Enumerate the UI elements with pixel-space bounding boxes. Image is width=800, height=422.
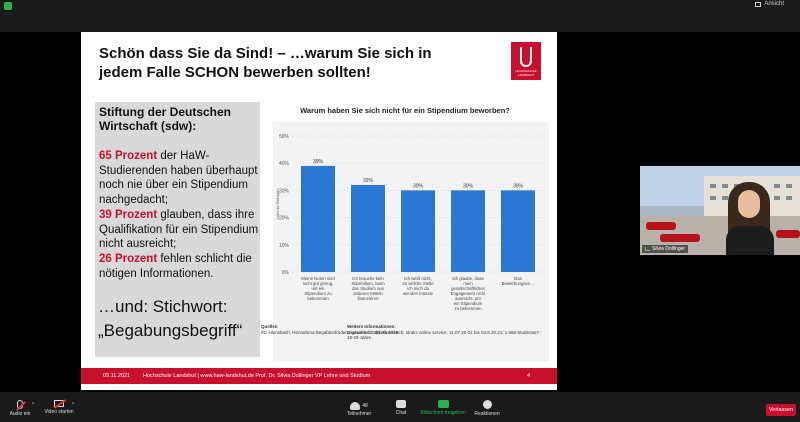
x-tick-label: Ich brauche kein Stipendium, kann das Stud… xyxy=(351,276,385,301)
bar-value-label: 30% xyxy=(513,183,524,189)
share-screen-button[interactable]: Bildschirm freigeben xyxy=(420,400,466,416)
video-label: Video starten xyxy=(44,409,74,415)
bar-chart: Warum haben Sie sich nicht für ein Stipe… xyxy=(261,102,549,362)
person-body xyxy=(726,226,774,255)
y-tick-label: 0% xyxy=(282,270,290,276)
source-note: Quellen IfD Allensbach; Hennebrna Begabt… xyxy=(261,324,398,335)
x-tick-label: Meine Noten sind nicht gut genug, um ein St… xyxy=(301,276,335,301)
bar-value-label: 39% xyxy=(313,159,324,165)
microphone-muted-icon xyxy=(17,400,23,409)
camera-off-icon xyxy=(54,400,64,407)
participant-video[interactable]: Silvia Dollinger xyxy=(640,166,800,255)
view-button[interactable]: Ansicht xyxy=(755,1,784,7)
x-tick-label: Ich glaube, dass mein gesellschaftliches En… xyxy=(451,276,486,311)
leave-button[interactable]: Verlassen xyxy=(766,404,796,416)
reactions-label: Reaktionen xyxy=(474,411,500,417)
stats-text: 65 Prozent der HaW-Studierenden haben üb… xyxy=(99,149,259,281)
participants-count: 48 xyxy=(362,402,368,409)
chat-label: Chat xyxy=(395,410,407,416)
stat-3-number: 26 Prozent xyxy=(99,252,158,265)
y-tick-label: 50% xyxy=(279,134,290,140)
y-axis-label: Anteil der Befragten xyxy=(276,188,280,219)
more-info-note: Weitere Informationen: Deutschland; IfD … xyxy=(347,324,547,341)
tagline: …und: Stichwort: „Begabungsbegriff“ xyxy=(98,297,243,340)
person-face xyxy=(738,190,760,218)
reactions-button[interactable]: Reaktionen xyxy=(474,400,500,417)
participants-button[interactable]: 48 Teilnehmer xyxy=(344,400,374,417)
bar xyxy=(501,190,535,272)
logo-text: HOCHSCHULE LANDSHUT xyxy=(515,69,537,77)
participant-name-tag: Silvia Dollinger xyxy=(642,245,689,253)
participants-icon xyxy=(350,401,361,410)
stats-panel: Stiftung der Deutschen Wirtschaft (sdw):… xyxy=(95,102,260,357)
x-tick-label: Das Bewerbungsve… xyxy=(502,276,535,286)
audio-button[interactable]: Audio ein xyxy=(8,400,32,417)
audio-label: Audio ein xyxy=(9,411,31,417)
chart-title: Warum haben Sie sich nicht für ein Stipe… xyxy=(300,106,510,115)
presentation-slide: Schön dass Sie da Sind! – …warum Sie sic… xyxy=(81,32,557,390)
footer-date: 09.11.2021 xyxy=(103,373,131,379)
source-label: Quellen xyxy=(261,324,278,329)
participant-name: Silvia Dollinger xyxy=(652,246,686,252)
participants-label: Teilnehmer xyxy=(346,411,372,417)
bar xyxy=(301,165,335,272)
share-label: Bildschirm freigeben xyxy=(420,410,466,416)
video-options-caret-icon[interactable]: ^ xyxy=(72,402,75,408)
bar-value-label: 32% xyxy=(363,178,374,184)
view-label: Ansicht xyxy=(764,1,784,7)
shield-icon xyxy=(4,2,12,10)
video-seat xyxy=(776,230,800,238)
slide-title: Schön dass Sie da Sind! – …warum Sie sic… xyxy=(99,45,432,81)
y-tick-label: 20% xyxy=(279,216,290,222)
stat-2-text: glauben, dass ihre Qualifikation für ein… xyxy=(99,208,259,251)
bar xyxy=(351,184,385,272)
more-text: Deutschland; IfD Allensbach; straks onli… xyxy=(347,329,541,341)
bar-value-label: 30% xyxy=(463,183,474,189)
audio-options-caret-icon[interactable]: ^ xyxy=(32,402,35,408)
source-text: IfD Allensbach; Hennebrna Begabtenförder… xyxy=(261,329,399,335)
reactions-icon xyxy=(482,400,492,409)
chat-button[interactable]: Chat xyxy=(392,400,410,416)
slide-footer: 09.11.2021 Hochschule Landshut | www.haw… xyxy=(81,368,557,384)
bar-value-label: 30% xyxy=(413,183,424,189)
video-seat xyxy=(660,234,700,242)
y-tick-label: 40% xyxy=(279,161,290,167)
bar xyxy=(451,190,485,272)
top-bar: Ansicht xyxy=(0,0,800,12)
footer-page-number: 4 xyxy=(527,373,531,379)
x-tick-label: Ich weiß nicht, an welche Stelle ich mich … xyxy=(402,276,434,296)
meeting-toolbar: Audio ein ^ Video starten ^ 48 Teilnehme… xyxy=(0,398,800,422)
video-button[interactable]: Video starten xyxy=(44,400,74,415)
stat-2-number: 39 Prozent xyxy=(99,208,158,221)
bar xyxy=(401,190,435,272)
signal-icon xyxy=(645,247,650,251)
share-screen-icon xyxy=(437,400,449,408)
chat-icon xyxy=(396,400,406,408)
y-tick-label: 10% xyxy=(279,243,290,249)
footer-org: Hochschule Landshut | www.haw-landshut.d… xyxy=(143,373,371,379)
stat-1-text: der HaW-Studierenden haben überhaupt noc… xyxy=(99,150,258,207)
more-label: Weitere Informationen: xyxy=(347,324,396,329)
university-logo: HOCHSCHULE LANDSHUT xyxy=(511,42,541,80)
logo-mark-icon xyxy=(520,47,532,67)
video-seat xyxy=(646,222,676,230)
stat-3-text: fehlen schlicht die nötigen Informatione… xyxy=(99,252,252,280)
chart-svg: 0% 10% 20% 30% 40% 50% Anteil der Befragten 39%… xyxy=(276,134,543,311)
stat-1-number: 65 Prozent xyxy=(99,150,158,162)
view-grid-icon xyxy=(755,1,762,7)
y-tick-label: 30% xyxy=(279,188,290,194)
stats-heading: Stiftung der Deutschen Wirtschaft (sdw): xyxy=(99,105,232,133)
